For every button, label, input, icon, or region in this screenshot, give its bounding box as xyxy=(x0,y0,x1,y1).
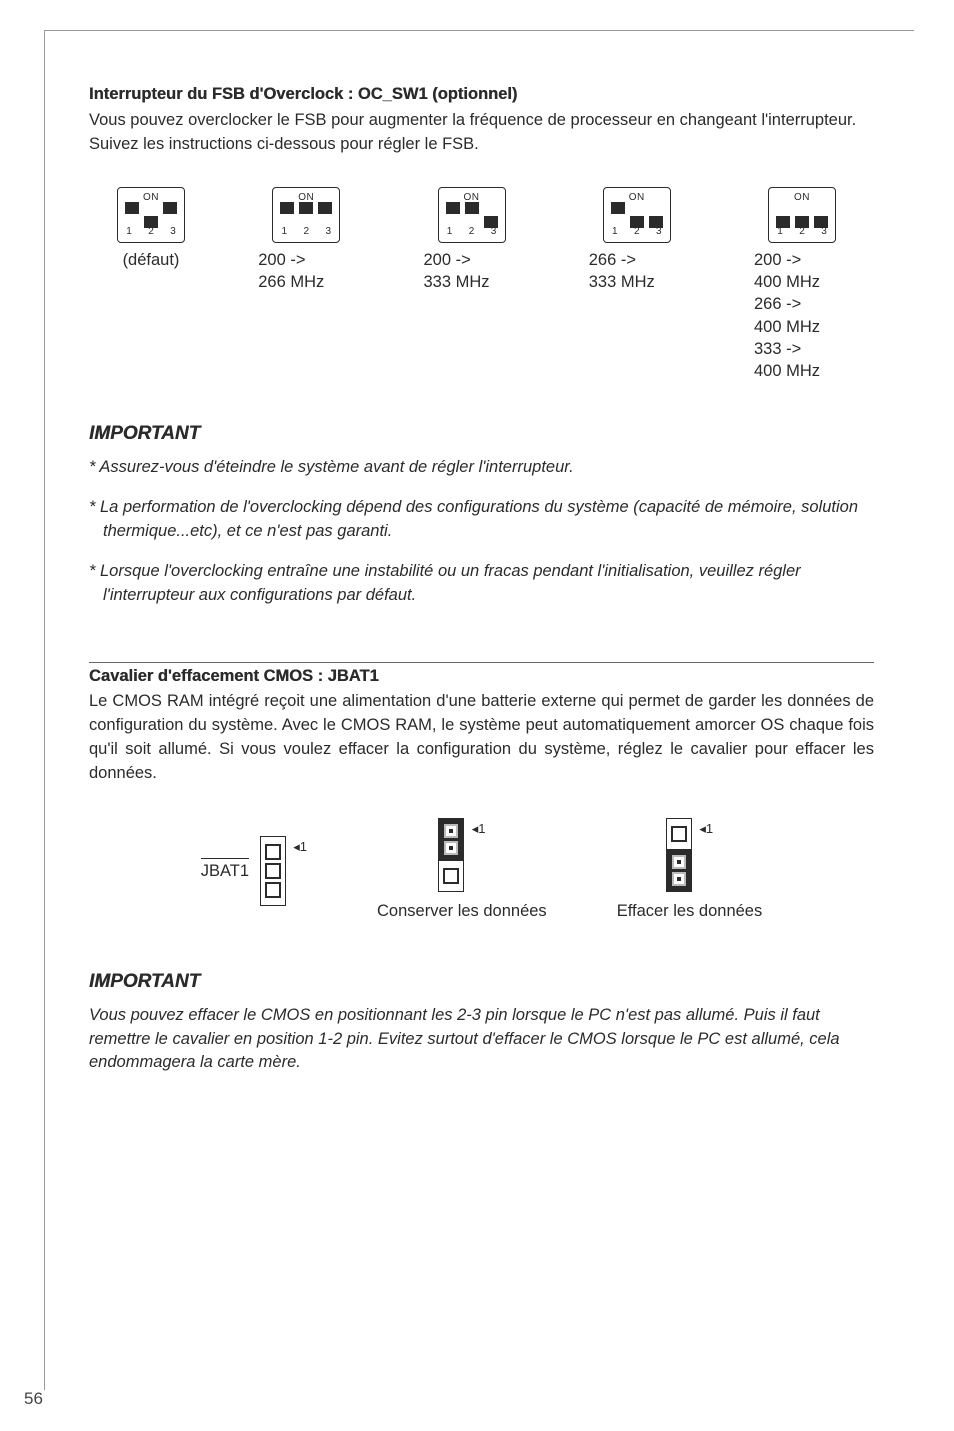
dip-freq-1: 200 -> 266 MHz xyxy=(236,249,376,294)
dip-slots xyxy=(126,203,176,227)
dip-col-0: ON 1 2 3 (défaut) xyxy=(91,187,211,383)
pin1-arrow-icon: ◂1 xyxy=(699,820,713,839)
dip-box: ON 1 2 3 xyxy=(438,187,506,243)
jumper-open-pin-icon xyxy=(666,818,692,849)
jumper-keep: ◂1 Conserver les données xyxy=(377,818,547,924)
dip-label-0: (défaut) xyxy=(91,249,211,273)
important1-list: * Assurez-vous d'éteindre le système ava… xyxy=(89,456,874,608)
jumper-clear: ◂1 Effacer les données xyxy=(617,818,763,924)
jumper-keep-caption: Conserver les données xyxy=(377,900,547,924)
dip-switch-row: ON 1 2 3 (défaut) ON xyxy=(89,187,874,383)
jumper-label: JBAT1 xyxy=(201,858,249,884)
jumper-row: JBAT1 ◂1 ◂1 xyxy=(89,818,874,924)
dip-box: ON 1 2 3 xyxy=(272,187,340,243)
dip-freq-2: 200 -> 333 MHz xyxy=(402,249,542,294)
pin1-arrow-icon: ◂1 xyxy=(293,838,307,857)
dip-box: ON 1 2 3 xyxy=(768,187,836,243)
jumper-open-pin-icon xyxy=(438,861,464,892)
section2-intro: Le CMOS RAM intégré reçoit une alimentat… xyxy=(89,690,874,786)
important1-title: IMPORTANT xyxy=(89,420,874,448)
jumper-strap-icon xyxy=(666,849,692,892)
dip-col-3: ON 1 2 3 266 -> 333 MHz xyxy=(567,187,707,383)
section1-heading: Interrupteur du FSB d'Overclock : OC_SW1… xyxy=(89,83,874,107)
dip-col-1: ON 1 2 3 200 -> 266 MHz xyxy=(236,187,376,383)
divider xyxy=(89,662,874,663)
section1-intro: Vous pouvez overclocker le FSB pour augm… xyxy=(89,109,874,157)
pin1-arrow-icon: ◂1 xyxy=(472,820,486,839)
dip-box: ON 1 2 3 xyxy=(603,187,671,243)
important1-item: * La performation de l'overclocking dépe… xyxy=(89,496,874,544)
important2-title: IMPORTANT xyxy=(89,968,874,996)
dip-box: ON 1 2 3 xyxy=(117,187,185,243)
jumper-box-icon xyxy=(260,836,286,906)
important1-item: * Lorsque l'overclocking entraîne une in… xyxy=(89,560,874,608)
page-number: 56 xyxy=(24,1389,43,1409)
page-frame: Interrupteur du FSB d'Overclock : OC_SW1… xyxy=(44,30,914,1390)
jumper-strap-icon xyxy=(438,818,464,861)
important1-item: * Assurez-vous d'éteindre le système ava… xyxy=(89,456,874,480)
page-content: Interrupteur du FSB d'Overclock : OC_SW1… xyxy=(45,31,914,1075)
dip-freq-3: 266 -> 333 MHz xyxy=(567,249,707,294)
jumper-ref: JBAT1 ◂1 xyxy=(201,836,307,906)
dip-col-2: ON 1 2 3 200 -> 333 MHz xyxy=(402,187,542,383)
dip-col-4: ON 1 2 3 200 -> 400 MHz 266 -> xyxy=(732,187,872,383)
jumper-clear-caption: Effacer les données xyxy=(617,900,763,924)
dip-freq-4: 200 -> 400 MHz 266 -> 400 MHz 333 -> 400… xyxy=(732,249,872,383)
dip-nums: 1 2 3 xyxy=(118,225,184,240)
important2-text: Vous pouvez effacer le CMOS en positionn… xyxy=(89,1004,874,1076)
section2-heading: Cavalier d'effacement CMOS : JBAT1 xyxy=(89,665,874,689)
